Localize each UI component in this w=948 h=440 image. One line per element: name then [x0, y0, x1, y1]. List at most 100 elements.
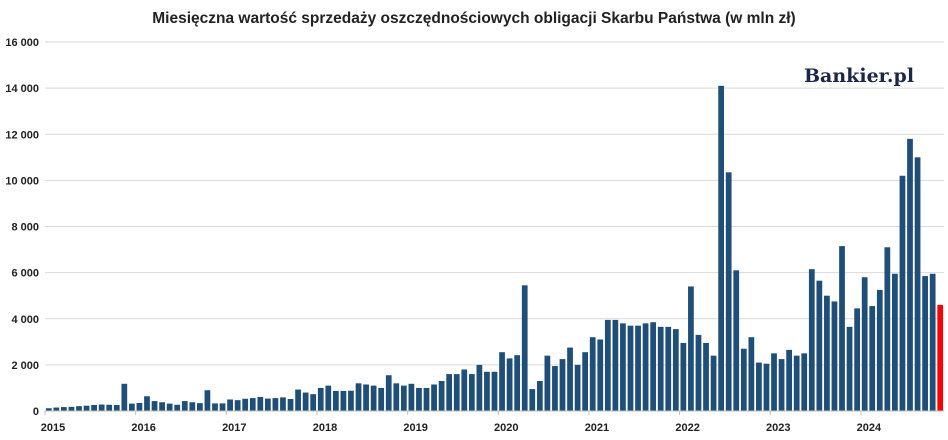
- bar: [249, 398, 256, 411]
- bar: [559, 359, 566, 411]
- bar: [710, 355, 717, 411]
- bar: [287, 399, 294, 411]
- bar: [536, 381, 543, 411]
- bar: [484, 371, 490, 411]
- bar: [91, 405, 97, 411]
- bar: [378, 387, 385, 411]
- bar: [121, 383, 128, 411]
- bar-latest-month: [937, 304, 944, 411]
- bar: [703, 342, 709, 411]
- bar: [53, 407, 60, 411]
- bar: [808, 269, 815, 411]
- chart-title: Miesięczna wartość sprzedaży oszczędnośc…: [152, 10, 795, 27]
- bar: [272, 398, 279, 411]
- bar: [174, 404, 181, 411]
- bar: [612, 319, 619, 411]
- bar: [204, 390, 211, 411]
- bar: [393, 383, 400, 411]
- bar: [332, 390, 339, 411]
- bar: [929, 273, 936, 411]
- bar: [136, 402, 143, 411]
- bar: [552, 366, 558, 411]
- y-tick-label: 16 000: [5, 37, 39, 49]
- y-tick-label: 4 000: [11, 314, 39, 326]
- bar: [234, 400, 241, 411]
- bar: [839, 246, 845, 411]
- x-axis-year-labels: 2015 2016 2017 2018 2019 2020 2021 2022 2023 2024: [41, 411, 882, 434]
- bar: [771, 353, 777, 411]
- y-tick-label: 0: [33, 406, 39, 418]
- bar: [574, 364, 581, 412]
- gridlines: [45, 41, 944, 366]
- bar: [688, 286, 694, 411]
- bar: [914, 157, 921, 411]
- bar: [257, 396, 264, 411]
- bar: [113, 405, 120, 411]
- bar: [650, 322, 657, 411]
- bar: [385, 375, 392, 411]
- bar: [514, 355, 521, 411]
- y-tick-label: 14 000: [5, 83, 39, 95]
- bar: [846, 326, 853, 411]
- bar: [597, 339, 604, 411]
- bar: [582, 352, 589, 411]
- bar: [468, 374, 475, 411]
- bar: [884, 247, 891, 411]
- bar: [506, 358, 513, 411]
- y-tick-label: 8 000: [11, 222, 39, 234]
- bar: [431, 384, 437, 411]
- bar: [748, 337, 755, 411]
- bar: [159, 402, 165, 411]
- bar: [453, 374, 460, 411]
- bar: [907, 138, 913, 412]
- bar: [756, 362, 762, 411]
- bar: [635, 325, 641, 411]
- bar: [408, 383, 415, 411]
- bar: [725, 172, 732, 411]
- bar: [446, 374, 453, 411]
- bar: [801, 353, 808, 411]
- bar: [189, 402, 196, 411]
- bar: [854, 308, 860, 411]
- bar: [83, 405, 90, 411]
- bar: [98, 404, 105, 411]
- x-tick-label: 2021: [585, 422, 609, 434]
- bar: [778, 359, 785, 411]
- bar: [831, 301, 838, 411]
- bar: [786, 349, 792, 411]
- bar: [144, 396, 150, 411]
- bar: [824, 295, 830, 411]
- bar: [166, 403, 173, 411]
- bar: [763, 363, 770, 411]
- bar: [793, 355, 800, 411]
- bar: [718, 85, 725, 411]
- bar: [861, 277, 868, 411]
- bar: [521, 285, 528, 411]
- bars: [45, 85, 944, 412]
- bar: [151, 401, 158, 411]
- bar: [499, 352, 505, 411]
- bar: [348, 390, 354, 411]
- y-axis-ticks: 0 2 000 4 000 6 000 8 000 10 000 12 000 14 000 1…: [5, 37, 39, 418]
- bankier-logo: Bankier.pl: [804, 65, 914, 87]
- x-tick-label: 2020: [494, 422, 518, 434]
- x-tick-label: 2024: [857, 422, 882, 434]
- bar: [219, 403, 226, 411]
- y-tick-label: 10 000: [5, 175, 39, 187]
- bar: [476, 364, 483, 412]
- bar: [340, 390, 347, 411]
- bar: [529, 389, 536, 411]
- bar: [461, 369, 468, 411]
- bar: [310, 394, 317, 411]
- bar: [76, 406, 82, 411]
- bar: [45, 408, 52, 411]
- bar: [899, 175, 906, 411]
- bar: [106, 404, 113, 411]
- bar: [876, 289, 883, 411]
- bar: [61, 407, 67, 411]
- bar: [68, 406, 75, 411]
- bar: [620, 323, 626, 411]
- bar: [264, 398, 271, 411]
- bar: [657, 326, 664, 411]
